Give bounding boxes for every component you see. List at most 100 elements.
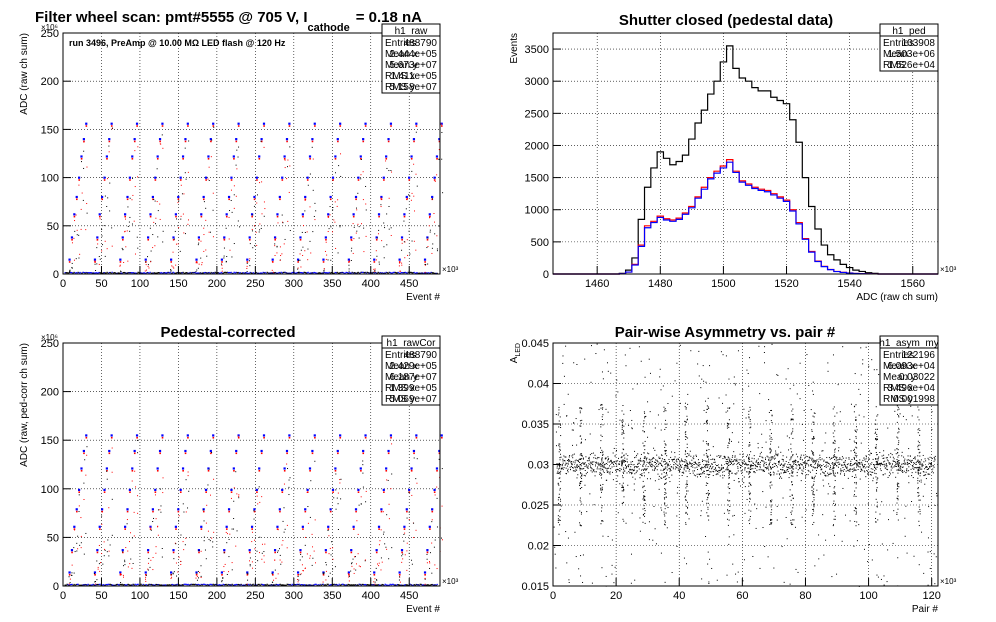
scatter-point [741, 479, 743, 481]
scatter-point [398, 584, 400, 586]
scatter-point [676, 458, 678, 460]
scatter-point [85, 271, 87, 274]
scatter-point [281, 176, 284, 179]
scatter-point [207, 484, 209, 486]
y-tick-label: 150 [41, 124, 59, 136]
scatter-point [889, 471, 891, 473]
scatter-point [144, 258, 147, 261]
scatter-point [135, 272, 137, 274]
scatter-point [203, 234, 205, 236]
scatter-point [304, 510, 307, 513]
scatter-point [399, 581, 401, 583]
scatter-point [292, 584, 294, 586]
scatter-point [429, 217, 431, 219]
x-tick-label: 450 [400, 590, 418, 602]
scatter-point [342, 271, 344, 274]
scatter-point [879, 468, 881, 470]
scatter-point [740, 464, 742, 466]
scatter-point [719, 456, 721, 458]
scatter-point [170, 272, 172, 274]
scatter-point [152, 556, 154, 558]
scatter-point [801, 464, 803, 466]
scatter-point [558, 409, 560, 411]
scatter-point [567, 458, 569, 460]
scatter-point [595, 461, 597, 463]
scatter-point [410, 271, 412, 274]
scatter-point [854, 429, 856, 431]
scatter-point [590, 467, 592, 469]
scatter-point [774, 457, 776, 459]
scatter-point [390, 488, 392, 490]
scatter-point [327, 216, 329, 218]
scatter-point [333, 497, 335, 499]
scatter-point [286, 452, 288, 455]
scatter-point [686, 418, 688, 420]
scatter-point [261, 213, 263, 215]
scatter-point [917, 432, 919, 434]
scatter-point [820, 465, 822, 467]
scatter-point [729, 460, 731, 462]
scatter-point [558, 493, 560, 495]
scatter-point [600, 434, 602, 436]
scatter-point [729, 470, 731, 472]
scatter-point [622, 485, 624, 487]
scatter-point [728, 442, 730, 444]
scatter-point [872, 480, 874, 482]
scatter-point [154, 491, 157, 493]
scatter-point [898, 416, 900, 418]
scatter-point [80, 228, 82, 230]
scatter-point [643, 475, 645, 477]
scatter-point [875, 446, 877, 448]
scatter-point [378, 565, 380, 567]
scatter-point [769, 435, 771, 437]
scatter-point [197, 236, 200, 239]
scatter-point [581, 455, 583, 457]
scatter-point [694, 462, 696, 464]
scatter-point [646, 469, 648, 471]
scatter-point [778, 473, 780, 475]
scatter-point [601, 458, 603, 460]
scatter-point [201, 272, 203, 274]
scatter-point [801, 423, 803, 425]
scatter-point [791, 510, 793, 512]
scatter-point [328, 553, 330, 555]
scatter-point [413, 271, 415, 274]
scatter-point [770, 504, 772, 506]
scatter-point [711, 567, 713, 569]
scatter-point [898, 440, 900, 442]
scatter-point [385, 271, 387, 273]
scatter-point [132, 272, 134, 274]
scatter-point [280, 584, 282, 586]
scatter-point [623, 520, 625, 522]
scatter-point [834, 440, 836, 442]
scatter-point [879, 463, 881, 465]
scatter-point [600, 489, 602, 491]
scatter-point [770, 523, 772, 525]
scatter-point [276, 584, 278, 586]
scatter-point [432, 584, 434, 586]
scatter-point [845, 470, 847, 472]
scatter-point [267, 584, 269, 586]
scatter-point [654, 480, 656, 482]
scatter-point [407, 271, 409, 273]
y-exponent: ×10⁶ [41, 333, 58, 342]
scatter-point [751, 465, 753, 467]
scatter-point [325, 561, 327, 563]
scatter-point [343, 272, 345, 274]
scatter-point [224, 563, 226, 565]
scatter-point [148, 557, 150, 559]
scatter-point [849, 463, 851, 465]
scatter-point [897, 444, 899, 446]
scatter-point [405, 584, 407, 586]
scatter-point [428, 272, 430, 274]
scatter-point [655, 459, 657, 461]
scatter-point [806, 463, 808, 465]
scatter-point [627, 455, 629, 457]
scatter-point [277, 551, 279, 553]
scatter-point [773, 474, 775, 476]
scatter-point [360, 469, 362, 472]
scatter-point [194, 583, 196, 585]
scatter-point [727, 504, 729, 506]
scatter-point [601, 520, 603, 522]
scatter-point [145, 573, 147, 576]
